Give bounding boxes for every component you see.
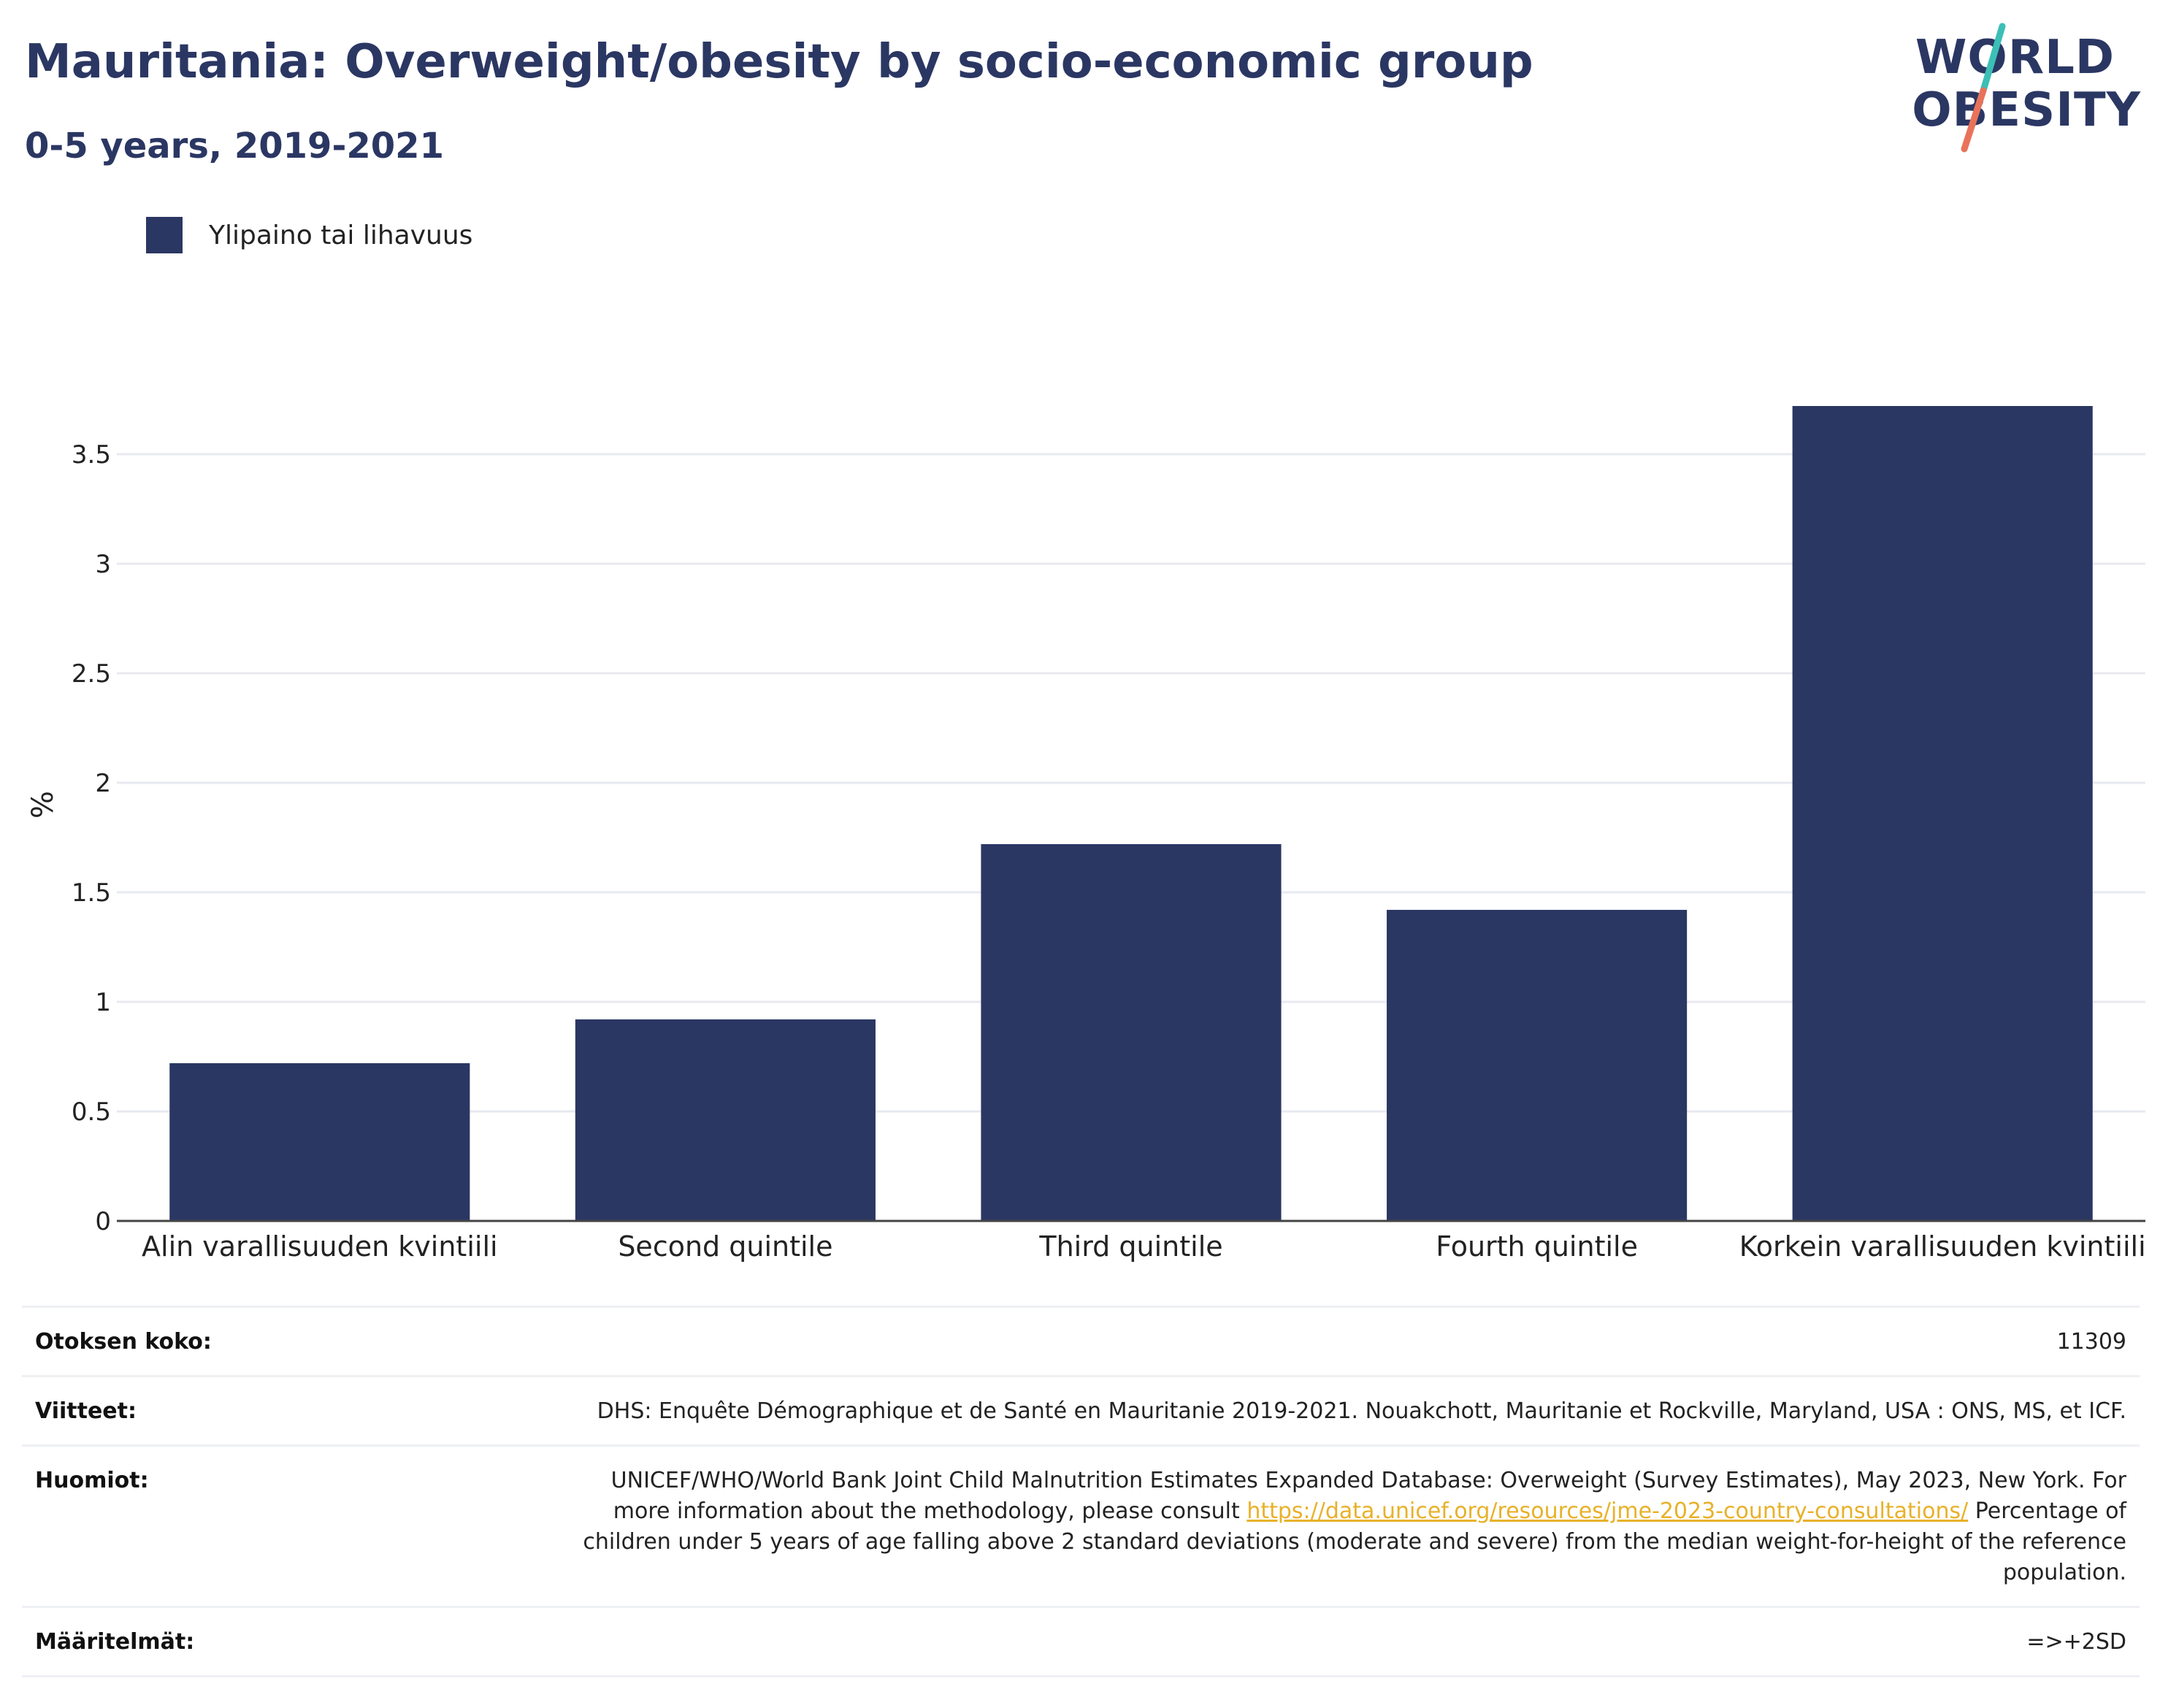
info-row-sample-size: Otoksen koko: 11309	[22, 1306, 2140, 1375]
x-tick-label: Korkein varallisuuden kvintiili	[1739, 1230, 2146, 1263]
info-row-notes: Huomiot: UNICEF/WHO/World Bank Joint Chi…	[22, 1444, 2140, 1606]
methodology-link[interactable]: https://data.unicef.org/resources/jme-20…	[1246, 1498, 1969, 1524]
legend: Ylipaino tai lihavuus	[146, 217, 472, 253]
logo-text-obesity: OBESITY	[1912, 83, 2141, 137]
notes-text-before: UNICEF/WHO/World Bank Joint Child Malnut…	[610, 1468, 2126, 1524]
bar-chart: 0 0.5 1 1.5 2 2.5 3 3.5 Alin varallisuuden kvin…	[26, 406, 2146, 1263]
chart-title: Mauritania: Overweight/obesity by socio-…	[25, 35, 1533, 89]
bar[interactable]	[1792, 406, 2093, 1221]
y-axis-title: %	[26, 791, 60, 819]
sample-size-label: Otoksen koko:	[35, 1329, 212, 1355]
notes-value: UNICEF/WHO/World Bank Joint Child Malnut…	[556, 1466, 2126, 1588]
y-tick-label: 2	[95, 769, 111, 798]
y-tick-label: 2.5	[72, 659, 111, 689]
logo-slash-icon	[1961, 23, 2006, 153]
chart-subtitle: 0-5 years, 2019-2021	[25, 126, 444, 166]
y-tick-label: 1	[95, 988, 111, 1017]
y-tick-label: 3.5	[72, 440, 111, 470]
logo-text-world: WORLD	[1915, 31, 2115, 85]
y-tick-label: 0	[95, 1207, 111, 1236]
references-label: Viitteet:	[35, 1398, 137, 1424]
legend-swatch	[146, 217, 183, 253]
bar[interactable]	[981, 844, 1282, 1221]
y-tick-label: 1.5	[72, 878, 111, 908]
references-value: DHS: Enquête Démographique et de Santé e…	[597, 1398, 2126, 1424]
x-tick-label: Alin varallisuuden kvintiili	[142, 1230, 498, 1263]
y-tick-label: 3	[95, 550, 111, 579]
bar[interactable]	[1387, 910, 1688, 1221]
x-tick-label: Fourth quintile	[1436, 1230, 1638, 1263]
x-tick-label: Second quintile	[618, 1230, 832, 1263]
legend-label: Ylipaino tai lihavuus	[209, 220, 473, 250]
info-row-definitions: Määritelmät: =>+2SD	[22, 1606, 2140, 1677]
info-table: Otoksen koko: 11309 Viitteet: DHS: Enquê…	[22, 1306, 2140, 1677]
sample-size-value: 11309	[2056, 1329, 2126, 1355]
definitions-value: =>+2SD	[2026, 1629, 2126, 1655]
info-row-references: Viitteet: DHS: Enquête Démographique et …	[22, 1375, 2140, 1444]
definitions-label: Määritelmät:	[35, 1629, 195, 1655]
notes-text-after: Percentage of children under 5 years of …	[583, 1498, 2126, 1585]
x-tick-label: Third quintile	[1038, 1230, 1222, 1263]
bar[interactable]	[169, 1063, 470, 1221]
notes-label: Huomiot:	[35, 1468, 149, 1493]
bar[interactable]	[575, 1019, 876, 1221]
world-obesity-logo: WORLD OBESITY	[1912, 20, 2147, 159]
y-tick-label: 0.5	[72, 1098, 111, 1127]
